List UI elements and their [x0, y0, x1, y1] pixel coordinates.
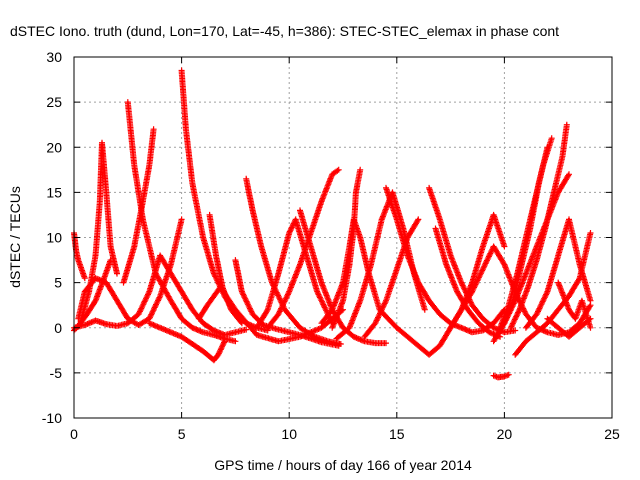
- y-tick-label: 15: [46, 184, 62, 200]
- data-point-marker: [421, 306, 428, 313]
- y-tick-label: -5: [50, 365, 63, 381]
- data-point-marker: [457, 308, 464, 314]
- x-tick-label: 10: [281, 426, 297, 442]
- data-point-marker: [107, 257, 114, 264]
- data-point-marker: [565, 172, 572, 179]
- y-axis-ticks: -10 -5 0 5 10 15 20 25 30: [42, 49, 612, 426]
- data-series: [522, 216, 594, 331]
- y-axis-label: dSTEC / TECUs: [7, 186, 23, 288]
- x-axis-ticks: 0 5 10 15 20 25: [70, 57, 620, 442]
- data-point-marker: [501, 243, 508, 250]
- y-tick-label: 25: [46, 94, 62, 110]
- data-point-marker: [586, 303, 593, 310]
- data-series: [146, 320, 228, 364]
- data-series: [490, 371, 512, 381]
- data-point-marker: [178, 216, 185, 223]
- y-tick-label: 30: [46, 49, 62, 65]
- x-axis-label: GPS time / hours of day 166 of year 2014: [214, 457, 472, 473]
- data-point-marker: [505, 371, 512, 378]
- data-point-marker: [512, 327, 519, 334]
- data-point-marker: [335, 166, 342, 173]
- data-point-marker: [288, 225, 295, 232]
- data-point-marker: [81, 275, 88, 282]
- x-tick-label: 0: [70, 426, 78, 442]
- data-point-marker: [337, 341, 344, 347]
- x-tick-label: 20: [497, 426, 513, 442]
- data-series: [120, 126, 157, 286]
- data-point-marker: [310, 333, 317, 339]
- data-point-marker: [415, 216, 422, 223]
- data-point-marker: [548, 135, 555, 142]
- data-series: [544, 315, 594, 340]
- data-series: [318, 216, 400, 331]
- data-point-marker: [587, 230, 594, 236]
- data-point-marker: [566, 171, 572, 178]
- data-series: [383, 184, 508, 336]
- data-series: [75, 257, 114, 329]
- y-tick-label: 0: [54, 320, 62, 336]
- data-series: [253, 216, 336, 331]
- x-tick-label: 15: [389, 426, 405, 442]
- data-point-marker: [383, 340, 389, 347]
- data-point-marker: [357, 166, 364, 173]
- data-point-marker: [563, 121, 570, 128]
- y-tick-label: 20: [46, 139, 62, 155]
- data-point-marker: [221, 338, 228, 345]
- data-series: [507, 121, 570, 331]
- data-point-marker: [587, 297, 594, 304]
- data-series: [501, 144, 551, 327]
- x-tick-label: 5: [178, 426, 186, 442]
- data-point-marker: [544, 144, 551, 151]
- data-series: [361, 216, 422, 340]
- x-tick-label: 25: [604, 426, 620, 442]
- grid: [74, 57, 612, 418]
- data-point-marker: [289, 223, 296, 230]
- data-point-marker: [586, 316, 593, 323]
- data-point-marker: [576, 276, 582, 283]
- y-tick-label: -10: [42, 410, 62, 426]
- data-series: [555, 279, 594, 331]
- data-series: [329, 166, 364, 331]
- data-point-marker: [263, 308, 270, 314]
- data-point-marker: [114, 270, 120, 277]
- chart-title: dSTEC Iono. truth (dund, Lon=170, Lat=-4…: [10, 23, 559, 39]
- data-points: [71, 67, 594, 381]
- data-series: [297, 207, 389, 347]
- data-point-marker: [334, 167, 341, 174]
- data-point-marker: [587, 315, 594, 322]
- data-point-marker: [414, 217, 421, 224]
- data-point-marker: [243, 326, 250, 333]
- data-point-marker: [587, 324, 594, 331]
- y-tick-label: 5: [54, 275, 62, 291]
- y-tick-label: 10: [46, 230, 62, 246]
- data-point-marker: [232, 338, 239, 345]
- data-point-marker: [286, 228, 293, 235]
- data-point-marker: [150, 126, 157, 133]
